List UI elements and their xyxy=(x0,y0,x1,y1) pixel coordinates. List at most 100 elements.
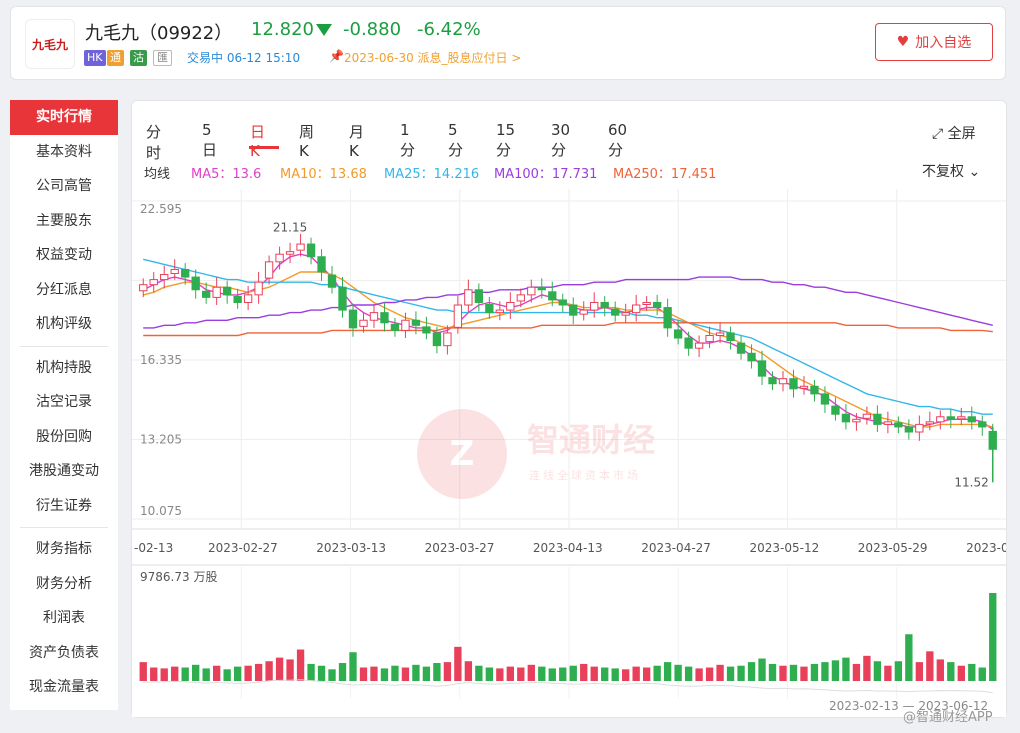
volume-bar xyxy=(768,663,777,681)
sidebar-item-income-statement[interactable]: 利润表 xyxy=(43,610,85,626)
sidebar-divider xyxy=(20,527,108,528)
candle-body xyxy=(243,294,253,303)
candle-body xyxy=(474,289,484,303)
volume-max-label: 9786.73 万股 xyxy=(140,570,217,584)
sidebar-item-realtime[interactable]: 实时行情 xyxy=(10,100,118,135)
candle-body xyxy=(411,319,421,326)
candle-body xyxy=(327,274,337,288)
x-tick-label: 2023-05-12 xyxy=(750,541,820,555)
tab-5day[interactable]: 5日 xyxy=(202,121,218,159)
candle-body xyxy=(967,416,976,423)
watermark-text: 智通财经 xyxy=(527,421,655,459)
adjust-label: 不复权 xyxy=(922,164,964,180)
volume-bar xyxy=(863,655,871,681)
x-tick-label: 2023-0 xyxy=(966,541,1006,555)
x-tick-label: 2023-03-13 xyxy=(316,541,386,555)
adjust-dropdown[interactable]: 不复权 ⌄ xyxy=(922,161,980,181)
tab-1min[interactable]: 1分 xyxy=(400,121,416,159)
sidebar-item-shareholders[interactable]: 主要股东 xyxy=(36,212,92,229)
fullscreen-button[interactable]: ⤢ 全屏 xyxy=(932,123,976,143)
volume-bar xyxy=(538,666,546,681)
ma-legend-title: 均线 xyxy=(144,167,171,182)
volume-bar xyxy=(349,652,357,681)
tab-30min[interactable]: 30分 xyxy=(551,121,571,159)
x-tick-label: 2023-04-27 xyxy=(641,541,711,555)
candle-body xyxy=(747,352,756,362)
candle-body xyxy=(212,286,221,298)
volume-bar xyxy=(747,662,756,681)
volume-bar xyxy=(454,646,462,681)
candle-body xyxy=(222,286,232,296)
sidebar-item-executives[interactable]: 公司高管 xyxy=(36,178,92,194)
tab-daily-k[interactable]: 日K xyxy=(250,123,266,160)
sidebar-item-equity-changes[interactable]: 权益变动 xyxy=(36,247,92,263)
candle-body xyxy=(380,312,389,324)
add-favorite-label: 加入自选 xyxy=(915,35,972,51)
ma25-line xyxy=(143,258,993,415)
sidebar-item-ratings[interactable]: 机构评级 xyxy=(36,316,92,332)
volume-bar xyxy=(233,666,242,681)
stock-header: 九毛九 九毛九（09922） 12.820 -0.880 -6.42% HK 通… xyxy=(10,6,1006,80)
volume-bar xyxy=(905,634,913,681)
candle-body xyxy=(139,284,148,292)
candle-body xyxy=(191,276,200,291)
volume-bar xyxy=(422,666,431,681)
candle-body xyxy=(160,274,169,281)
volume-bar xyxy=(968,663,976,681)
sidebar-item-short-records[interactable]: 沽空记录 xyxy=(36,394,92,410)
tab-15min[interactable]: 15分 xyxy=(496,121,516,159)
volume-bar xyxy=(569,665,577,681)
candle-body xyxy=(715,332,725,336)
sidebar-item-balance-sheet[interactable]: 资产负债表 xyxy=(29,644,99,661)
volume-bar xyxy=(307,663,315,681)
candle-body xyxy=(579,309,588,315)
ma100-line xyxy=(143,276,993,329)
add-favorite-button[interactable]: ♥ 加入自选 xyxy=(875,23,993,61)
sidebar-item-cash-flow[interactable]: 现金流量表 xyxy=(29,679,99,695)
pin-icon: 📌 xyxy=(329,49,344,63)
volume-bar xyxy=(527,664,535,681)
candle-body xyxy=(831,405,840,415)
sidebar-item-derivatives[interactable]: 衍生证券 xyxy=(36,497,92,514)
candle-body xyxy=(600,301,609,309)
dividend-notice-link[interactable]: 2023-06-30 派息_股息应付日 > xyxy=(344,51,522,65)
volume-bar xyxy=(496,668,504,681)
candle-body xyxy=(925,421,934,425)
sidebar-item-buyback[interactable]: 股份回购 xyxy=(36,428,92,445)
ma10-line xyxy=(143,271,993,428)
volume-bar xyxy=(684,666,693,681)
sidebar-item-institutional[interactable]: 机构持股 xyxy=(36,359,92,376)
candle-body xyxy=(264,261,274,279)
volume-bar xyxy=(653,665,661,681)
candle-body xyxy=(485,304,494,314)
sidebar-item-basic-info[interactable]: 基本资料 xyxy=(36,143,92,160)
volume-bar xyxy=(674,664,682,681)
candle-body xyxy=(904,426,914,433)
tab-intraday[interactable]: 分时 xyxy=(146,123,162,162)
expand-icon: ⤢ xyxy=(932,126,944,142)
sidebar-item-connect-changes[interactable]: 港股通变动 xyxy=(29,463,99,479)
sidebar-item-financial-analysis[interactable]: 财务分析 xyxy=(36,575,92,592)
volume-bar xyxy=(705,667,714,681)
candle-body xyxy=(569,304,578,316)
tab-weekly-k[interactable]: 周K xyxy=(299,123,315,160)
ma5-label: MA5：13.6 xyxy=(191,167,262,182)
candle-body xyxy=(946,416,955,420)
kline-chart[interactable]: Z 智通财经 连线全球资本市场 22.595 16.335 13.205 10.075… xyxy=(132,189,1006,717)
candle-body xyxy=(590,301,599,311)
tab-5min[interactable]: 5分 xyxy=(448,121,464,159)
volume-bar xyxy=(485,667,494,681)
volume-bar xyxy=(695,668,703,681)
volume-bar xyxy=(716,664,724,681)
candle-body xyxy=(736,342,746,354)
watermark-subtext: 连线全球资本市场 xyxy=(529,468,641,482)
candle-body xyxy=(285,251,295,255)
candle-body xyxy=(170,268,179,275)
sidebar-item-dividends[interactable]: 分红派息 xyxy=(36,281,92,298)
volume-bar xyxy=(150,667,158,681)
tab-60min[interactable]: 60分 xyxy=(608,121,628,159)
tab-monthly-k[interactable]: 月K xyxy=(349,123,365,160)
sidebar-item-financial-indicators[interactable]: 财务指标 xyxy=(36,541,92,557)
volume-bar xyxy=(821,662,829,681)
chart-panel: 分时 5日 日K 周K 月K 1分 5分 15分 30分 60分 ⤢ 全屏 均线… xyxy=(131,100,1007,718)
